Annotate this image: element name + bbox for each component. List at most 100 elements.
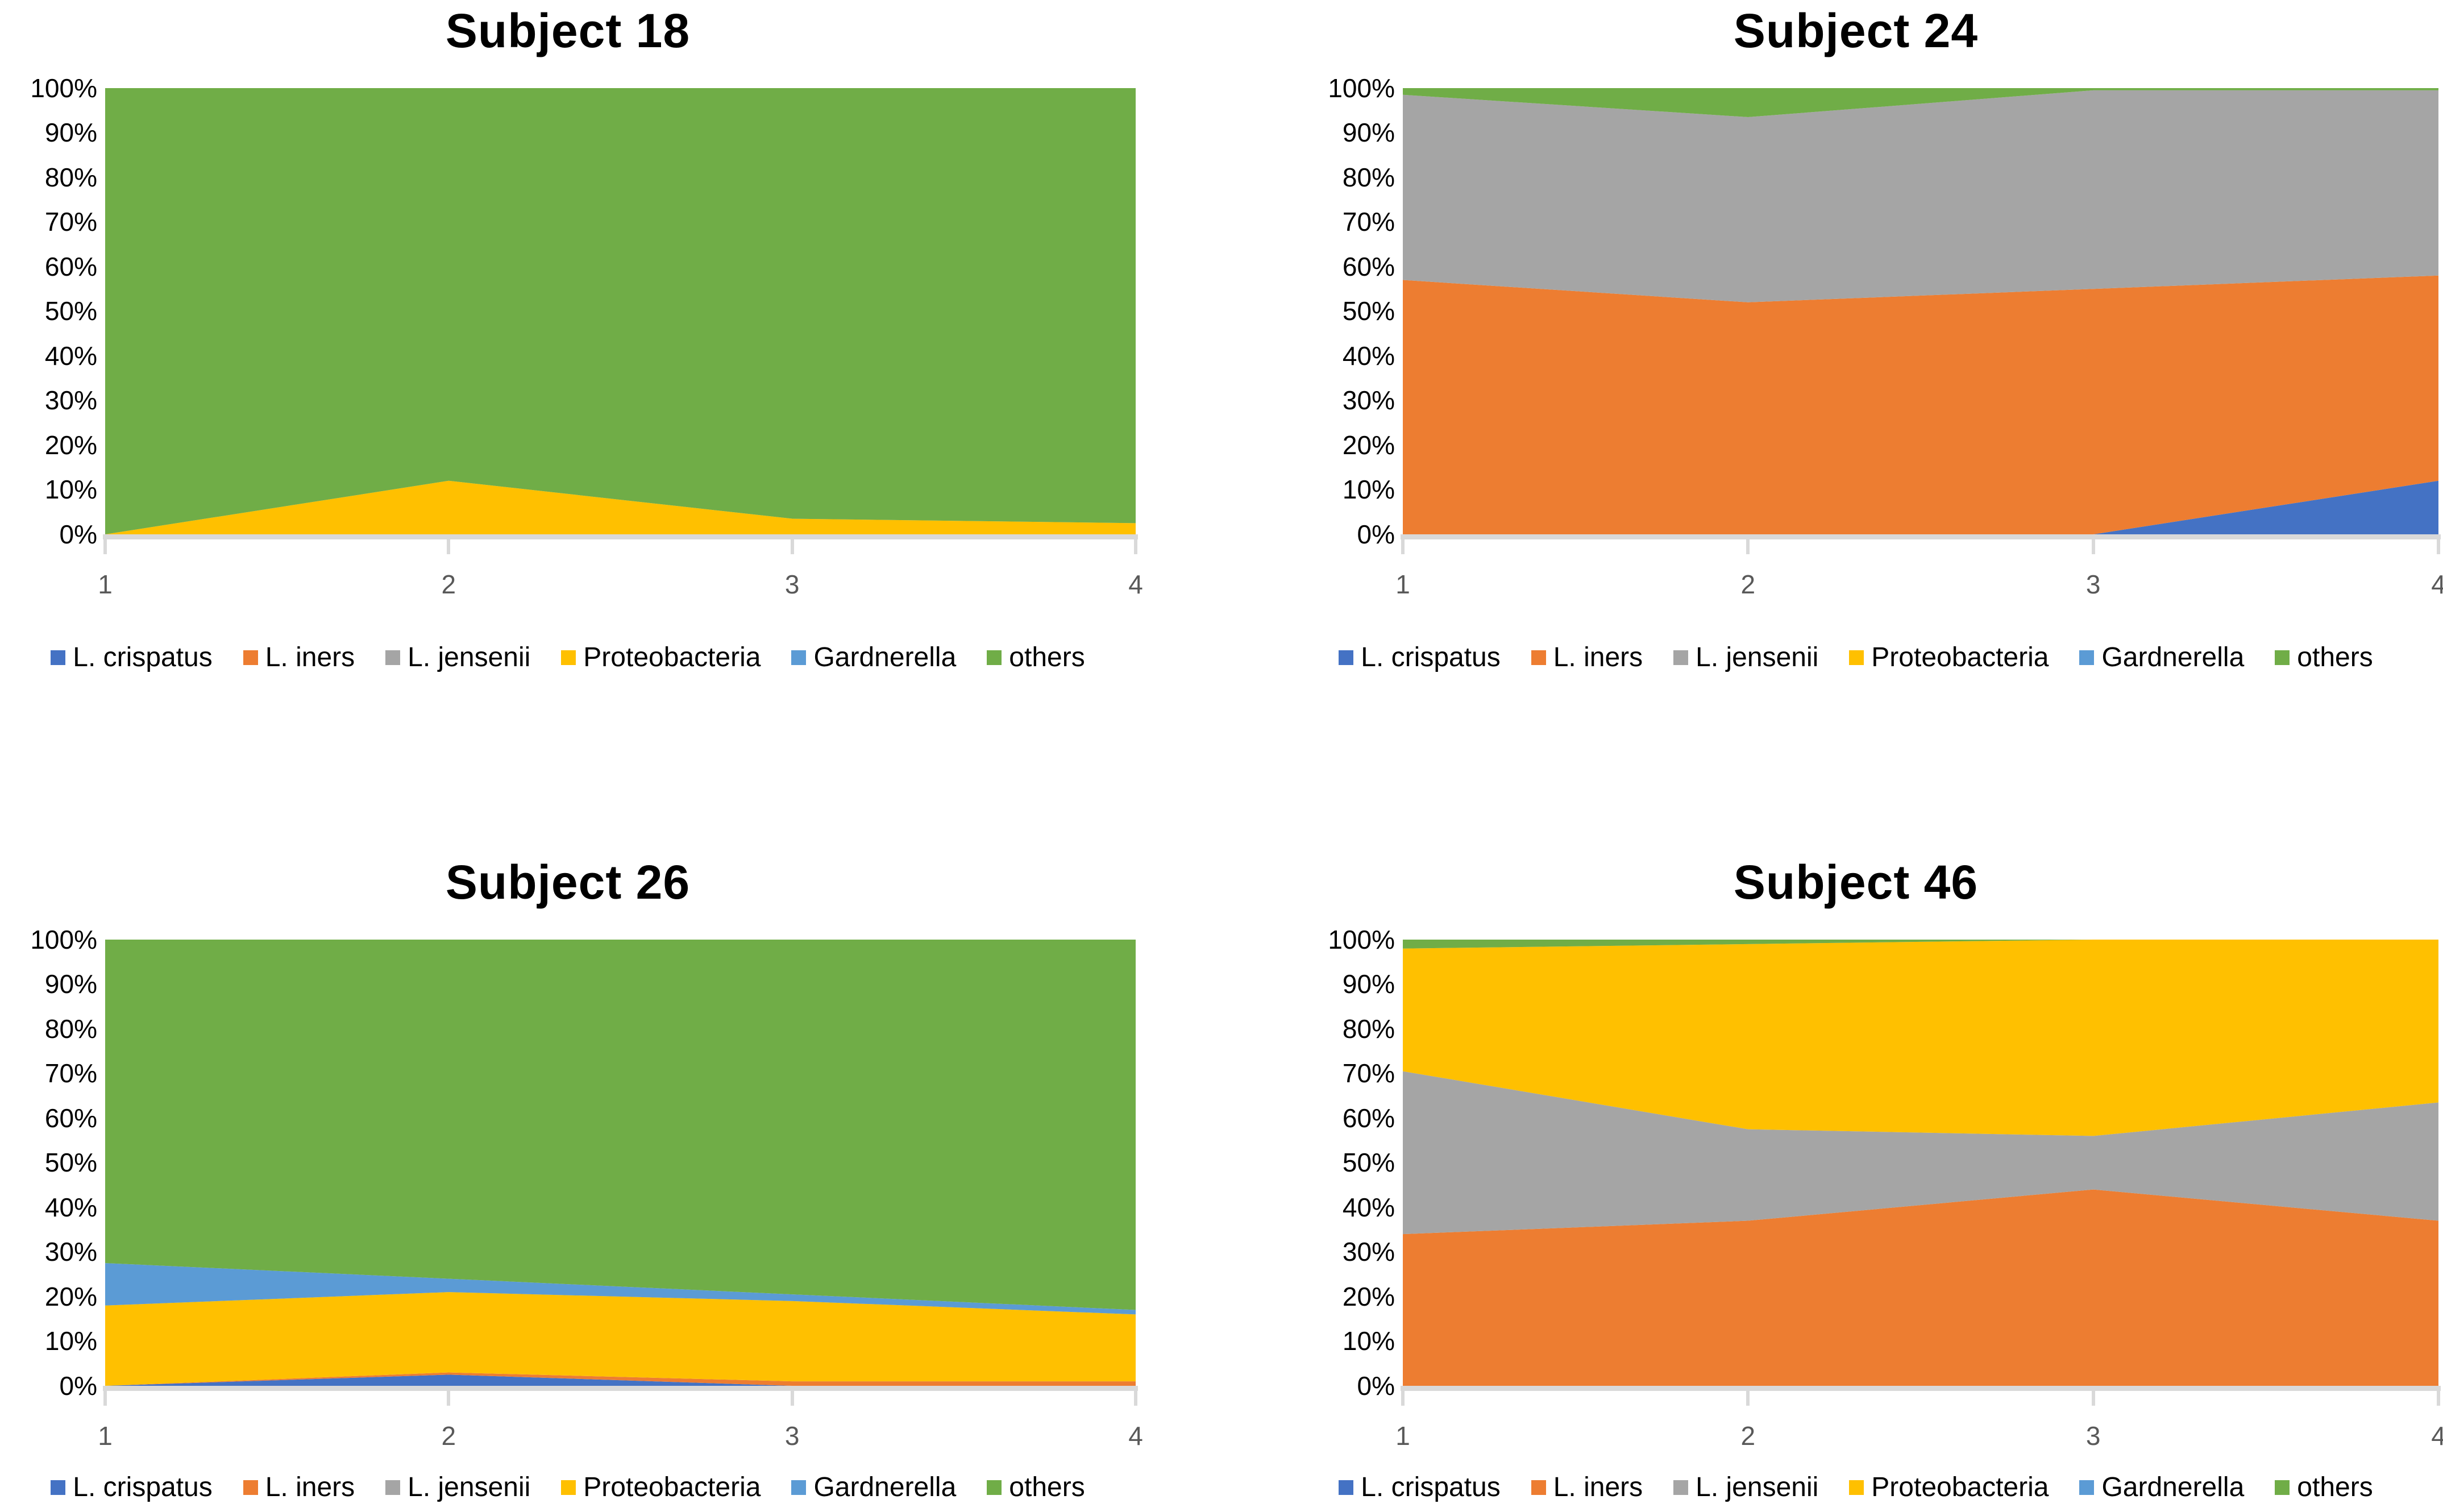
y-tick-label: 0% xyxy=(1357,1370,1395,1401)
legend-swatch-icon xyxy=(2275,650,2290,665)
area-band-l-iners xyxy=(1403,275,2438,534)
y-tick-label: 80% xyxy=(44,1013,97,1044)
legend-item: L. crispatus xyxy=(51,1472,213,1503)
legend-item: Proteobacteria xyxy=(561,1472,761,1503)
legend-label: Gardnerella xyxy=(813,642,957,672)
x-tick-label: 4 xyxy=(2431,1420,2443,1451)
legend-label: L. crispatus xyxy=(1361,642,1501,672)
chart-panel-subject-26: Subject 26 100% 90% 80% 70% 60% 50% 40% 30% 20% 1… xyxy=(0,836,1171,1512)
x-axis-tick xyxy=(2091,1390,2095,1406)
y-tick-label: 10% xyxy=(1342,475,1395,505)
legend-label: L. crispatus xyxy=(73,642,213,672)
legend-item: Proteobacteria xyxy=(561,642,761,673)
legend-label: L. iners xyxy=(265,1472,355,1502)
y-tick-label: 80% xyxy=(1342,162,1395,192)
x-tick-label: 1 xyxy=(1395,1420,1410,1451)
y-tick-label: 40% xyxy=(44,1192,97,1222)
x-axis-tick xyxy=(1134,1390,1137,1406)
y-tick-label: 70% xyxy=(44,1058,97,1089)
chart-body: 100% 90% 80% 70% 60% 50% 40% 30% 20% 10% 0% 1 2 3 4 xyxy=(1273,925,2443,1451)
y-tick-label: 100% xyxy=(30,73,97,103)
y-tick-label: 60% xyxy=(1342,1103,1395,1133)
legend-item: L. iners xyxy=(243,1472,355,1503)
legend-swatch-icon xyxy=(791,1480,807,1495)
y-axis-labels: 100% 90% 80% 70% 60% 50% 40% 30% 20% 10% 0% xyxy=(0,925,105,1401)
y-tick-label: 50% xyxy=(44,296,97,326)
y-tick-label: 60% xyxy=(44,251,97,281)
legend-label: Gardnerella xyxy=(813,1472,957,1502)
chart-title: Subject 18 xyxy=(445,4,691,57)
legend-item: L. jensenii xyxy=(1673,642,1818,673)
legend-swatch-icon xyxy=(1849,650,1864,665)
legend-item: Gardnerella xyxy=(2079,642,2244,673)
legend-item: L. crispatus xyxy=(1339,642,1501,673)
x-tick-label: 2 xyxy=(1740,569,1756,599)
legend-item: others xyxy=(2275,1472,2373,1503)
x-axis-tick xyxy=(447,539,451,554)
x-tick-label: 3 xyxy=(2085,569,2101,599)
y-tick-label: 0% xyxy=(1357,519,1395,549)
legend-swatch-icon xyxy=(243,1480,258,1495)
chart-title: Subject 24 xyxy=(1733,4,1979,57)
legend-label: others xyxy=(1009,1472,1085,1502)
legend-swatch-icon xyxy=(2275,1480,2290,1495)
y-tick-label: 30% xyxy=(1342,1237,1395,1267)
x-axis-tick xyxy=(447,1390,451,1406)
x-axis-tick xyxy=(2091,539,2095,554)
stacked-area-plot xyxy=(1403,939,2438,1386)
legend: L. crispatus L. iners L. jensenii Proteobac… xyxy=(1273,1472,2438,1503)
x-tick-label: 1 xyxy=(1395,569,1410,599)
x-axis-tick xyxy=(1401,539,1405,554)
area-band-others xyxy=(1403,88,2438,117)
x-tick-label: 4 xyxy=(1128,569,1143,599)
area-band-proteobacteria xyxy=(1403,939,2438,1136)
y-tick-label: 30% xyxy=(44,385,97,416)
legend-item: L. jensenii xyxy=(385,1472,530,1503)
legend-label: L. iners xyxy=(1553,642,1643,672)
x-tick-label: 3 xyxy=(784,1420,800,1451)
legend-swatch-icon xyxy=(1531,650,1546,665)
legend-label: L. crispatus xyxy=(1361,1472,1501,1502)
y-tick-label: 30% xyxy=(44,1237,97,1267)
legend-item: L. crispatus xyxy=(51,642,213,673)
x-tick-label: 4 xyxy=(1128,1420,1143,1451)
legend-swatch-icon xyxy=(987,1480,1002,1495)
x-tick-label: 3 xyxy=(2085,1420,2101,1451)
legend-swatch-icon xyxy=(561,1480,576,1495)
y-tick-label: 50% xyxy=(1342,1148,1395,1178)
legend-label: Proteobacteria xyxy=(1871,1472,2049,1502)
x-axis-tick xyxy=(1746,539,1750,554)
legend-label: others xyxy=(2297,1472,2373,1502)
chart-body: 100% 90% 80% 70% 60% 50% 40% 30% 20% 10% 0% 1 2 3 4 xyxy=(0,925,1142,1451)
y-tick-label: 10% xyxy=(44,1326,97,1356)
y-tick-label: 100% xyxy=(30,924,97,954)
y-tick-label: 90% xyxy=(44,118,97,148)
y-tick-label: 0% xyxy=(59,1370,97,1401)
legend: L. crispatus L. iners L. jensenii Proteobac… xyxy=(0,642,1136,673)
y-tick-label: 70% xyxy=(44,207,97,237)
legend-item: others xyxy=(987,642,1085,673)
x-axis-tick xyxy=(103,1390,107,1406)
plot-area: 1 2 3 4 xyxy=(1395,88,2443,599)
legend-swatch-icon xyxy=(1849,1480,1864,1495)
legend-label: Proteobacteria xyxy=(583,642,761,672)
y-tick-label: 40% xyxy=(44,340,97,371)
legend-item: Gardnerella xyxy=(791,1472,956,1503)
x-axis-tick xyxy=(2437,539,2440,554)
legend-item: L. crispatus xyxy=(1339,1472,1501,1503)
legend-label: L. jensenii xyxy=(1696,642,1819,672)
legend-item: L. jensenii xyxy=(385,642,530,673)
y-tick-label: 100% xyxy=(1328,73,1395,103)
legend-label: Proteobacteria xyxy=(1871,642,2049,672)
area-band-l-iners xyxy=(1403,1189,2438,1386)
y-tick-label: 100% xyxy=(1328,924,1395,954)
y-axis-labels: 100% 90% 80% 70% 60% 50% 40% 30% 20% 10% 0% xyxy=(1273,73,1403,549)
legend-swatch-icon xyxy=(1531,1480,1546,1495)
area-band-others xyxy=(1403,939,2438,949)
legend-swatch-icon xyxy=(243,650,258,665)
area-band-proteobacteria xyxy=(105,480,1136,534)
x-tick-label: 3 xyxy=(784,569,800,599)
legend-swatch-icon xyxy=(791,650,807,665)
legend-swatch-icon xyxy=(1339,650,1354,665)
